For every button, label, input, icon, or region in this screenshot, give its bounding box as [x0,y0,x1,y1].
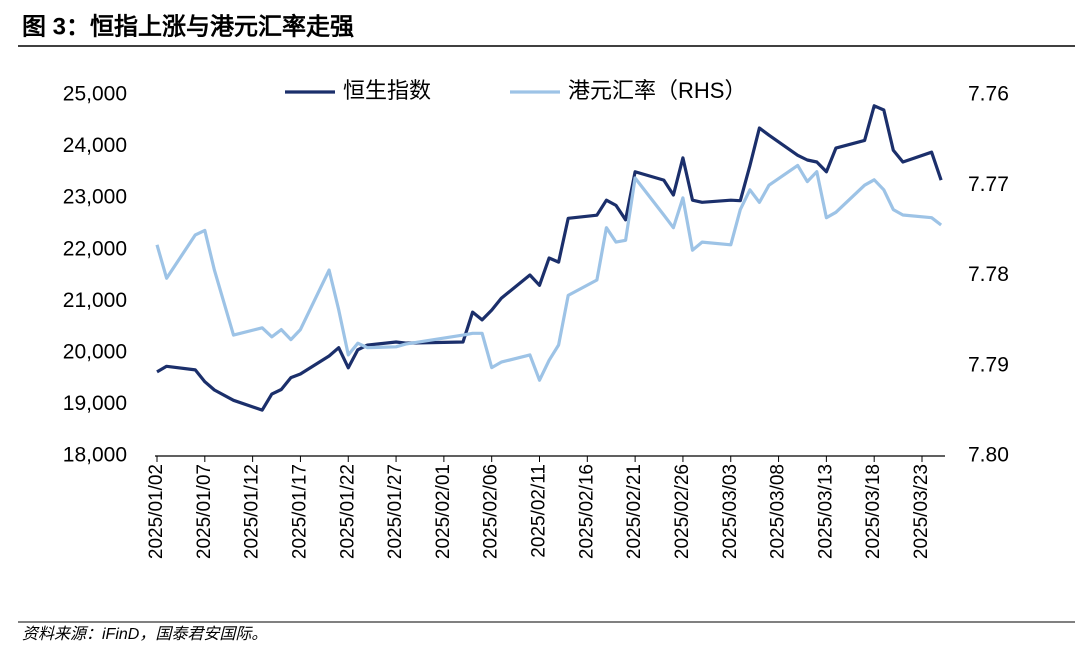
y2-tick-label: 7.76 [968,83,1009,106]
x-tick-label: 2025/01/22 [337,464,358,559]
y2-tick-label: 7.78 [968,263,1009,286]
x-tick-label: 2025/03/03 [720,464,741,559]
y2-tick-label: 7.80 [968,444,1009,467]
y-tick-label: 22,000 [63,237,127,260]
y-tick-label: 25,000 [63,83,127,106]
y-tick-label: 21,000 [63,289,127,312]
y-tick-label: 19,000 [63,392,127,415]
x-tick-label: 2025/03/18 [863,464,884,559]
x-tick-label: 2025/01/17 [289,464,310,559]
x-tick-label: 2025/02/06 [481,464,502,559]
x-tick-label: 2025/01/12 [242,464,263,559]
y2-tick-label: 7.79 [968,353,1009,376]
x-tick-label: 2025/02/01 [433,464,454,559]
x-tick-label: 2025/02/11 [529,464,550,558]
series-line [156,104,943,412]
source-note: 资料来源：iFinD，国泰君安国际。 [22,625,267,643]
y-tick-label: 24,000 [63,134,127,157]
series-line [155,163,943,382]
x-tick-label: 2025/02/16 [576,464,597,559]
legend-label: 港元汇率（RHS） [568,78,746,103]
x-tick-label: 2025/03/23 [911,464,932,559]
x-tick-label: 2025/01/02 [146,464,167,559]
x-tick-label: 2025/02/21 [624,464,645,559]
y-tick-label: 23,000 [63,186,127,209]
y-tick-label: 18,000 [63,444,127,467]
y-tick-label: 20,000 [63,340,127,363]
y2-tick-label: 7.77 [968,173,1009,196]
legend-label: 恒生指数 [343,78,431,103]
x-tick-label: 2025/03/13 [815,464,836,559]
x-tick-label: 2025/02/26 [672,464,693,559]
x-tick-label: 2025/01/27 [385,464,406,559]
x-tick-label: 2025/01/07 [194,464,215,559]
chart-title: 图 3：恒指上涨与港元汇率走强 [22,12,354,40]
x-tick-label: 2025/03/08 [768,464,789,559]
